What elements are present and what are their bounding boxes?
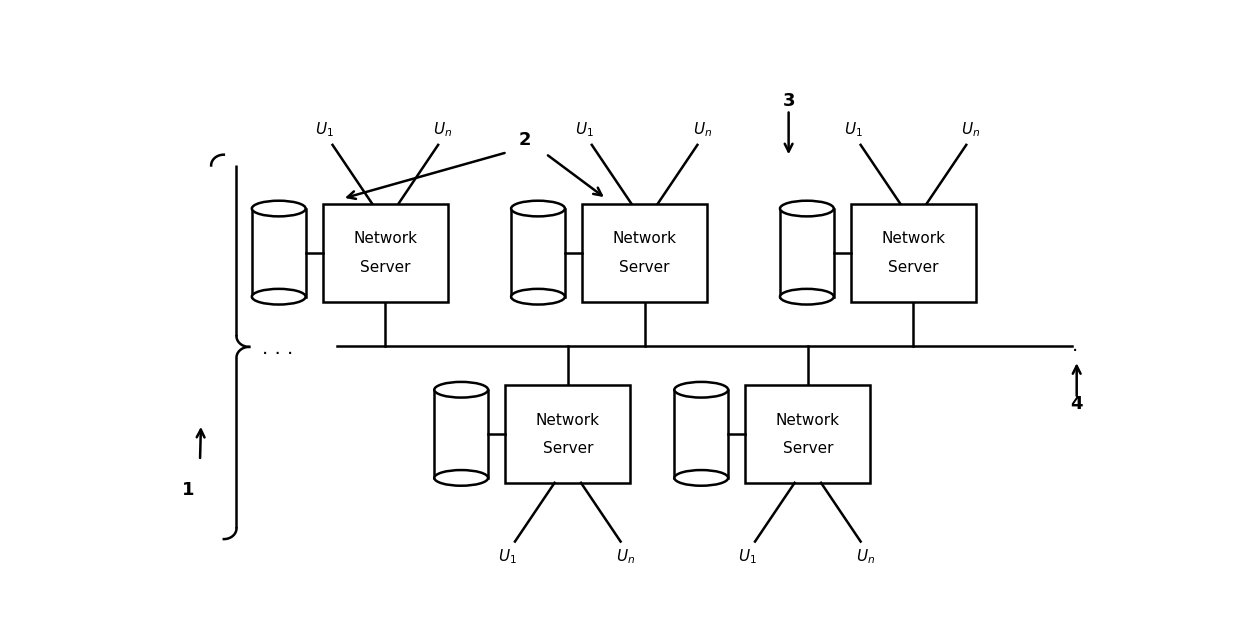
Ellipse shape [252,289,306,305]
Text: $U_n$: $U_n$ [434,120,452,139]
Text: $U_n$: $U_n$ [856,548,875,566]
Text: $U_n$: $U_n$ [616,548,634,566]
Text: 1: 1 [182,481,195,499]
Text: Network: Network [776,413,840,427]
Text: 2: 2 [518,131,530,149]
Text: Server: Server [783,441,833,456]
Polygon shape [746,385,870,483]
Polygon shape [674,390,729,478]
Text: . . .: . . . [263,338,294,357]
Text: Network: Network [535,413,600,427]
Text: Server: Server [543,441,593,456]
Text: $U_n$: $U_n$ [961,120,980,139]
Polygon shape [323,204,447,301]
Text: $U_1$: $U_1$ [498,548,517,566]
Polygon shape [582,204,707,301]
Text: Network: Network [881,232,945,246]
Text: Network: Network [612,232,676,246]
Text: $U_1$: $U_1$ [316,120,335,139]
Text: Network: Network [353,232,418,246]
Ellipse shape [674,470,729,486]
Ellipse shape [512,201,565,216]
Ellipse shape [435,470,488,486]
Text: $U_1$: $U_1$ [738,548,757,566]
Text: 3: 3 [782,92,795,110]
Text: Server: Server [620,260,670,275]
Ellipse shape [674,382,729,398]
Ellipse shape [781,289,834,305]
Text: .: . [1072,336,1078,355]
Text: Server: Server [361,260,410,275]
Ellipse shape [252,201,306,216]
Polygon shape [252,209,306,296]
Polygon shape [781,209,834,296]
Text: $U_1$: $U_1$ [575,120,593,139]
Text: 4: 4 [1070,396,1083,413]
Ellipse shape [512,289,565,305]
Ellipse shape [435,382,488,398]
Polygon shape [435,390,488,478]
Polygon shape [512,209,565,296]
Polygon shape [506,385,631,483]
Text: $U_n$: $U_n$ [693,120,711,139]
Text: $U_1$: $U_1$ [844,120,862,139]
Text: Server: Server [888,260,939,275]
Ellipse shape [781,201,834,216]
Polygon shape [851,204,976,301]
